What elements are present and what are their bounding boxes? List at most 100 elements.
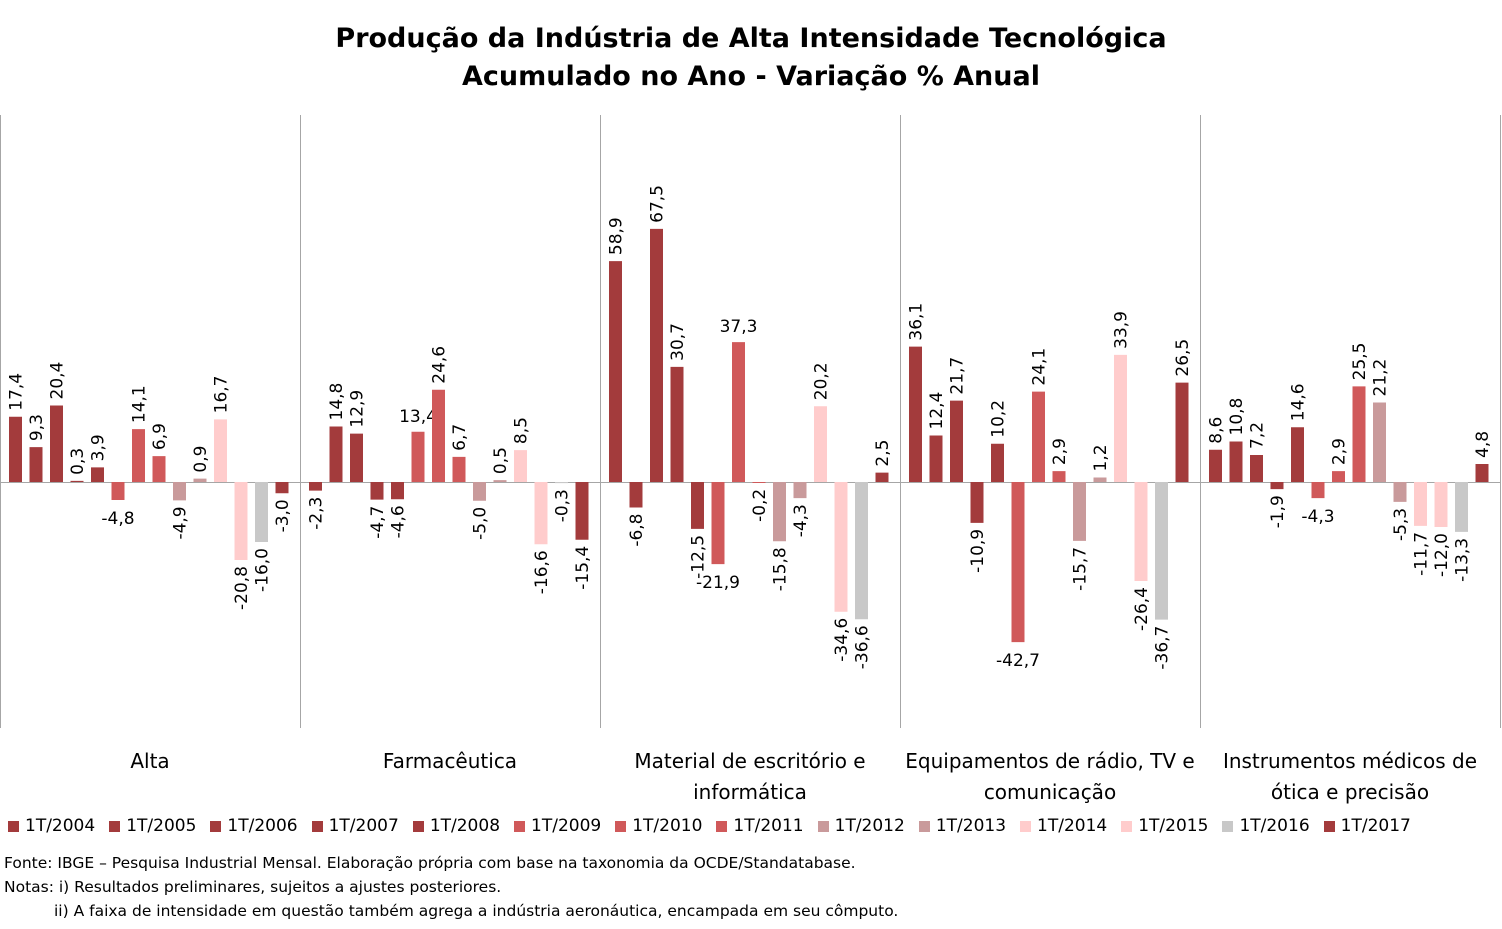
legend-item: 1T/2017 xyxy=(1323,816,1411,836)
bar xyxy=(514,450,527,482)
data-label: 20,2 xyxy=(812,362,832,400)
legend-swatch xyxy=(1222,820,1234,832)
bar xyxy=(452,456,466,482)
data-label: -2,3 xyxy=(307,497,327,530)
data-label: 2,9 xyxy=(1330,438,1350,465)
bar xyxy=(1073,482,1086,541)
bar xyxy=(875,472,889,482)
bar xyxy=(1175,382,1189,482)
bar xyxy=(834,482,848,612)
data-label: -13,3 xyxy=(1453,538,1473,582)
data-label: -4,7 xyxy=(368,506,388,539)
data-label: 0,3 xyxy=(68,448,88,475)
data-label: 4,8 xyxy=(1473,431,1493,458)
data-label: 9,3 xyxy=(27,414,47,441)
category-label: comunicação xyxy=(984,780,1116,804)
data-label: 67,5 xyxy=(648,185,668,223)
footnotes: Fonte: IBGE – Pesquisa Industrial Mensal… xyxy=(4,851,898,923)
data-label: 14,8 xyxy=(327,383,347,421)
data-label: -36,6 xyxy=(853,625,873,669)
bar xyxy=(752,482,766,483)
bar xyxy=(855,482,868,620)
bar xyxy=(1414,482,1427,526)
bar xyxy=(909,346,922,482)
bar xyxy=(1332,471,1345,482)
bar xyxy=(575,482,589,540)
data-label: 14,6 xyxy=(1289,383,1309,421)
data-label: 10,2 xyxy=(989,400,1009,438)
note-2: ii) A faixa de intensidade em questão ta… xyxy=(54,902,899,920)
legend-label: 1T/2008 xyxy=(429,816,501,836)
chart-title-line-1: Produção da Indústria de Alta Intensidad… xyxy=(335,23,1167,54)
bar xyxy=(1311,482,1325,499)
data-label: -34,6 xyxy=(832,618,852,662)
data-label: -21,9 xyxy=(696,573,740,593)
data-label: 3,9 xyxy=(89,434,109,461)
data-label: 30,7 xyxy=(668,323,688,361)
bar xyxy=(234,482,248,560)
legend-swatch xyxy=(109,820,121,832)
data-label: 6,9 xyxy=(150,423,170,450)
legend-item: 1T/2015 xyxy=(1121,816,1208,836)
legend-label: 1T/2004 xyxy=(25,816,96,836)
legend-label: 1T/2009 xyxy=(531,816,602,836)
data-label: -36,7 xyxy=(1153,626,1173,670)
bar xyxy=(691,482,704,529)
legend-item: 1T/2011 xyxy=(716,816,804,836)
data-label: 7,2 xyxy=(1248,422,1268,449)
legend-item: 1T/2010 xyxy=(615,816,702,836)
data-label: 33,9 xyxy=(1112,311,1132,349)
data-label: -15,8 xyxy=(771,547,791,591)
bar xyxy=(650,228,663,482)
legend-label: 1T/2007 xyxy=(328,816,399,836)
data-label: 26,5 xyxy=(1173,339,1193,377)
bar xyxy=(970,482,984,523)
legend-swatch xyxy=(1121,820,1133,832)
data-label: -4,3 xyxy=(791,504,811,537)
data-label: -20,8 xyxy=(232,566,252,610)
bar xyxy=(1373,402,1386,482)
data-label: 17,4 xyxy=(7,373,27,411)
legend-label: 1T/2013 xyxy=(935,816,1007,836)
bar xyxy=(9,416,22,482)
bar xyxy=(214,419,227,482)
data-label: 0,9 xyxy=(191,446,211,473)
data-label: -15,7 xyxy=(1071,547,1091,591)
legend-swatch xyxy=(615,820,627,832)
data-label: 20,4 xyxy=(48,362,68,400)
legend-swatch xyxy=(1020,820,1032,832)
bar xyxy=(711,482,725,565)
legend-item: 1T/2014 xyxy=(1020,816,1107,836)
legend-swatch xyxy=(412,820,424,832)
bar xyxy=(1455,482,1468,532)
bar xyxy=(1011,482,1025,643)
bar xyxy=(1052,471,1066,482)
data-label: 12,4 xyxy=(927,392,947,430)
bar xyxy=(173,482,186,501)
bar xyxy=(29,447,43,482)
data-label: -11,7 xyxy=(1412,532,1432,576)
data-label: -12,5 xyxy=(689,535,709,579)
bar xyxy=(950,400,963,482)
bar xyxy=(1475,464,1489,482)
data-label: 24,1 xyxy=(1030,348,1050,386)
data-label: -15,4 xyxy=(573,546,593,590)
bar xyxy=(1250,455,1263,482)
legend-item: 1T/2016 xyxy=(1222,816,1310,836)
bar xyxy=(255,482,268,542)
legend: 1T/2004 1T/2005 1T/2006 1T/2007 1T/2008 1T/20… xyxy=(8,816,1502,836)
legend-item: 1T/2004 xyxy=(8,816,95,836)
data-label: 8,6 xyxy=(1207,417,1227,444)
data-label: -5,3 xyxy=(1391,508,1411,541)
bar xyxy=(793,482,807,499)
data-label: 36,1 xyxy=(907,303,927,341)
bar xyxy=(534,482,548,545)
legend-label: 1T/2010 xyxy=(632,816,703,836)
category-label: Material de escritório e xyxy=(634,749,865,773)
data-label: 25,5 xyxy=(1350,343,1370,381)
data-label: 14,1 xyxy=(130,385,150,423)
bar xyxy=(1093,477,1107,482)
data-label: 0,5 xyxy=(491,447,511,474)
data-label: 12,9 xyxy=(348,390,368,428)
bar xyxy=(1393,482,1407,502)
